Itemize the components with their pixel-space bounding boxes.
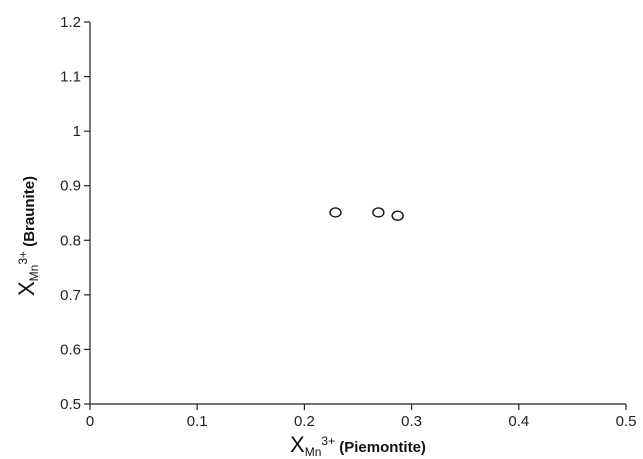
- x-label-sub: Mn: [305, 445, 322, 459]
- x-tick-label: 0.5: [616, 413, 637, 430]
- x-label-main: X: [290, 432, 305, 457]
- data-point: [329, 207, 342, 218]
- y-label-sub: Mn: [27, 265, 41, 282]
- y-label-rest: (Braunite): [21, 176, 38, 251]
- x-tick-label: 0.3: [401, 413, 422, 430]
- y-label-main: X: [14, 281, 39, 296]
- y-ticks: 0.5 0.6 0.7 0.8 0.9 1 1.1 1.2: [60, 14, 90, 413]
- x-label-sup: 3+: [321, 434, 335, 448]
- data-point: [372, 207, 385, 218]
- y-tick-label: 0.9: [60, 178, 81, 195]
- y-tick-label: 0.7: [60, 287, 81, 304]
- y-tick-label: 1.2: [60, 14, 81, 31]
- x-axis-label: XMn3+ (Piemontite): [290, 432, 426, 459]
- data-point: [391, 210, 404, 221]
- y-tick-label: 1.1: [60, 69, 81, 86]
- x-tick-label: 0.4: [508, 413, 529, 430]
- y-tick-label: 0.6: [60, 341, 81, 358]
- x-ticks: 0 0.1 0.2 0.3 0.4 0.5: [86, 404, 637, 430]
- x-label-rest: (Piemontite): [335, 439, 426, 456]
- x-tick-label: 0: [86, 413, 94, 430]
- x-tick-label: 0.1: [187, 413, 208, 430]
- y-axis-label: XMn3+ (Braunite): [14, 176, 41, 296]
- data-points: [329, 207, 404, 221]
- y-tick-label: 0.8: [60, 232, 81, 249]
- y-tick-label: 0.5: [60, 396, 81, 413]
- y-tick-label: 1: [73, 123, 81, 140]
- axes: [89, 22, 626, 405]
- x-tick-label: 0.2: [294, 413, 315, 430]
- y-label-sup: 3+: [16, 251, 30, 265]
